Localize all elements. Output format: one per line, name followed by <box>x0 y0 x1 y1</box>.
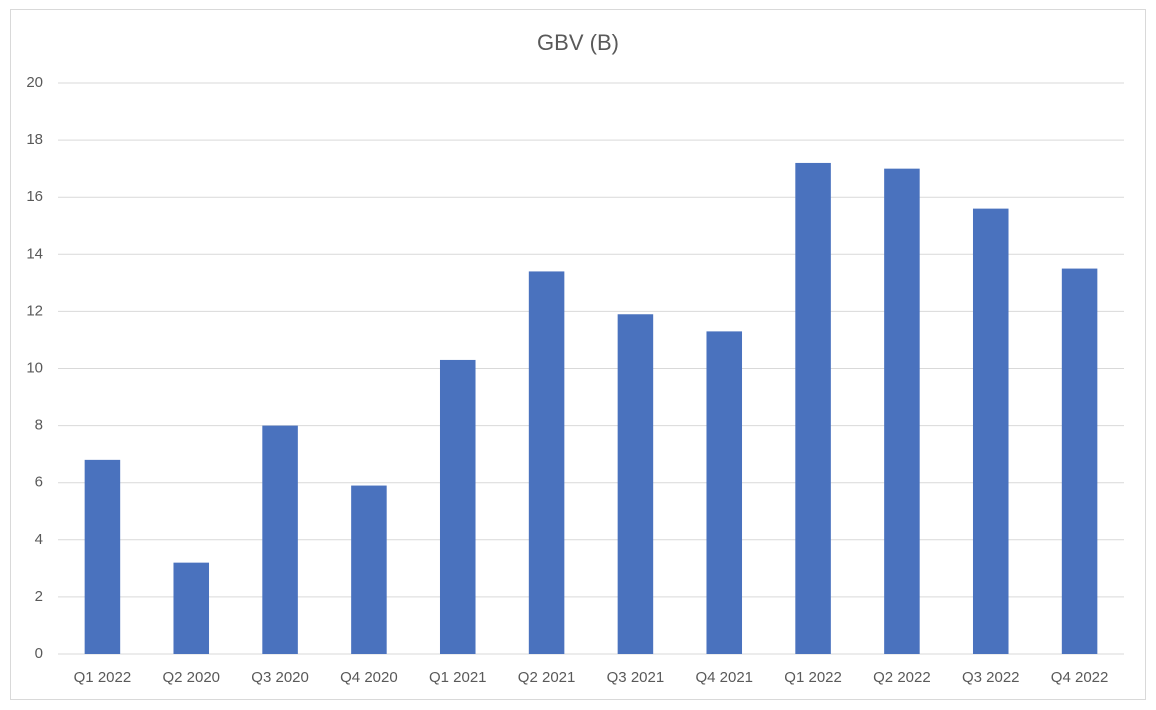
x-tick-label: Q3 2020 <box>251 669 309 686</box>
y-tick-label: 18 <box>26 131 43 148</box>
bar <box>84 459 121 654</box>
x-tick-label: Q1 2021 <box>429 669 487 686</box>
x-tick-label: Q2 2021 <box>518 669 576 686</box>
x-tick-label: Q2 2020 <box>162 669 220 686</box>
bar <box>795 162 831 654</box>
bar <box>262 425 298 654</box>
chart-title: GBV (B) <box>537 30 619 55</box>
bar <box>972 208 1009 654</box>
x-tick-label: Q2 2022 <box>873 669 931 686</box>
bar <box>528 271 565 654</box>
x-tick-label: Q3 2021 <box>607 669 665 686</box>
y-tick-label: 12 <box>26 302 43 319</box>
x-tick-label: Q4 2021 <box>695 669 753 686</box>
y-tick-label: 6 <box>35 474 43 491</box>
y-tick-label: 20 <box>26 74 43 91</box>
bar <box>706 331 743 654</box>
y-tick-label: 10 <box>26 359 43 376</box>
bar <box>617 314 654 654</box>
x-tick-label: Q1 2022 <box>74 669 132 686</box>
bar <box>884 168 920 654</box>
x-tick-label: Q1 2022 <box>784 669 842 686</box>
y-tick-label: 8 <box>35 417 43 434</box>
y-tick-label: 2 <box>35 588 43 605</box>
y-tick-label: 0 <box>35 645 43 662</box>
y-tick-label: 16 <box>26 188 43 205</box>
x-tick-label: Q3 2022 <box>962 669 1020 686</box>
bar <box>1061 268 1098 654</box>
x-tick-label: Q4 2020 <box>340 669 398 686</box>
bar <box>439 359 476 654</box>
x-tick-label: Q4 2022 <box>1051 669 1109 686</box>
bar <box>173 562 210 654</box>
y-tick-label: 4 <box>35 531 43 548</box>
bar <box>351 485 387 654</box>
y-tick-label: 14 <box>26 245 43 262</box>
